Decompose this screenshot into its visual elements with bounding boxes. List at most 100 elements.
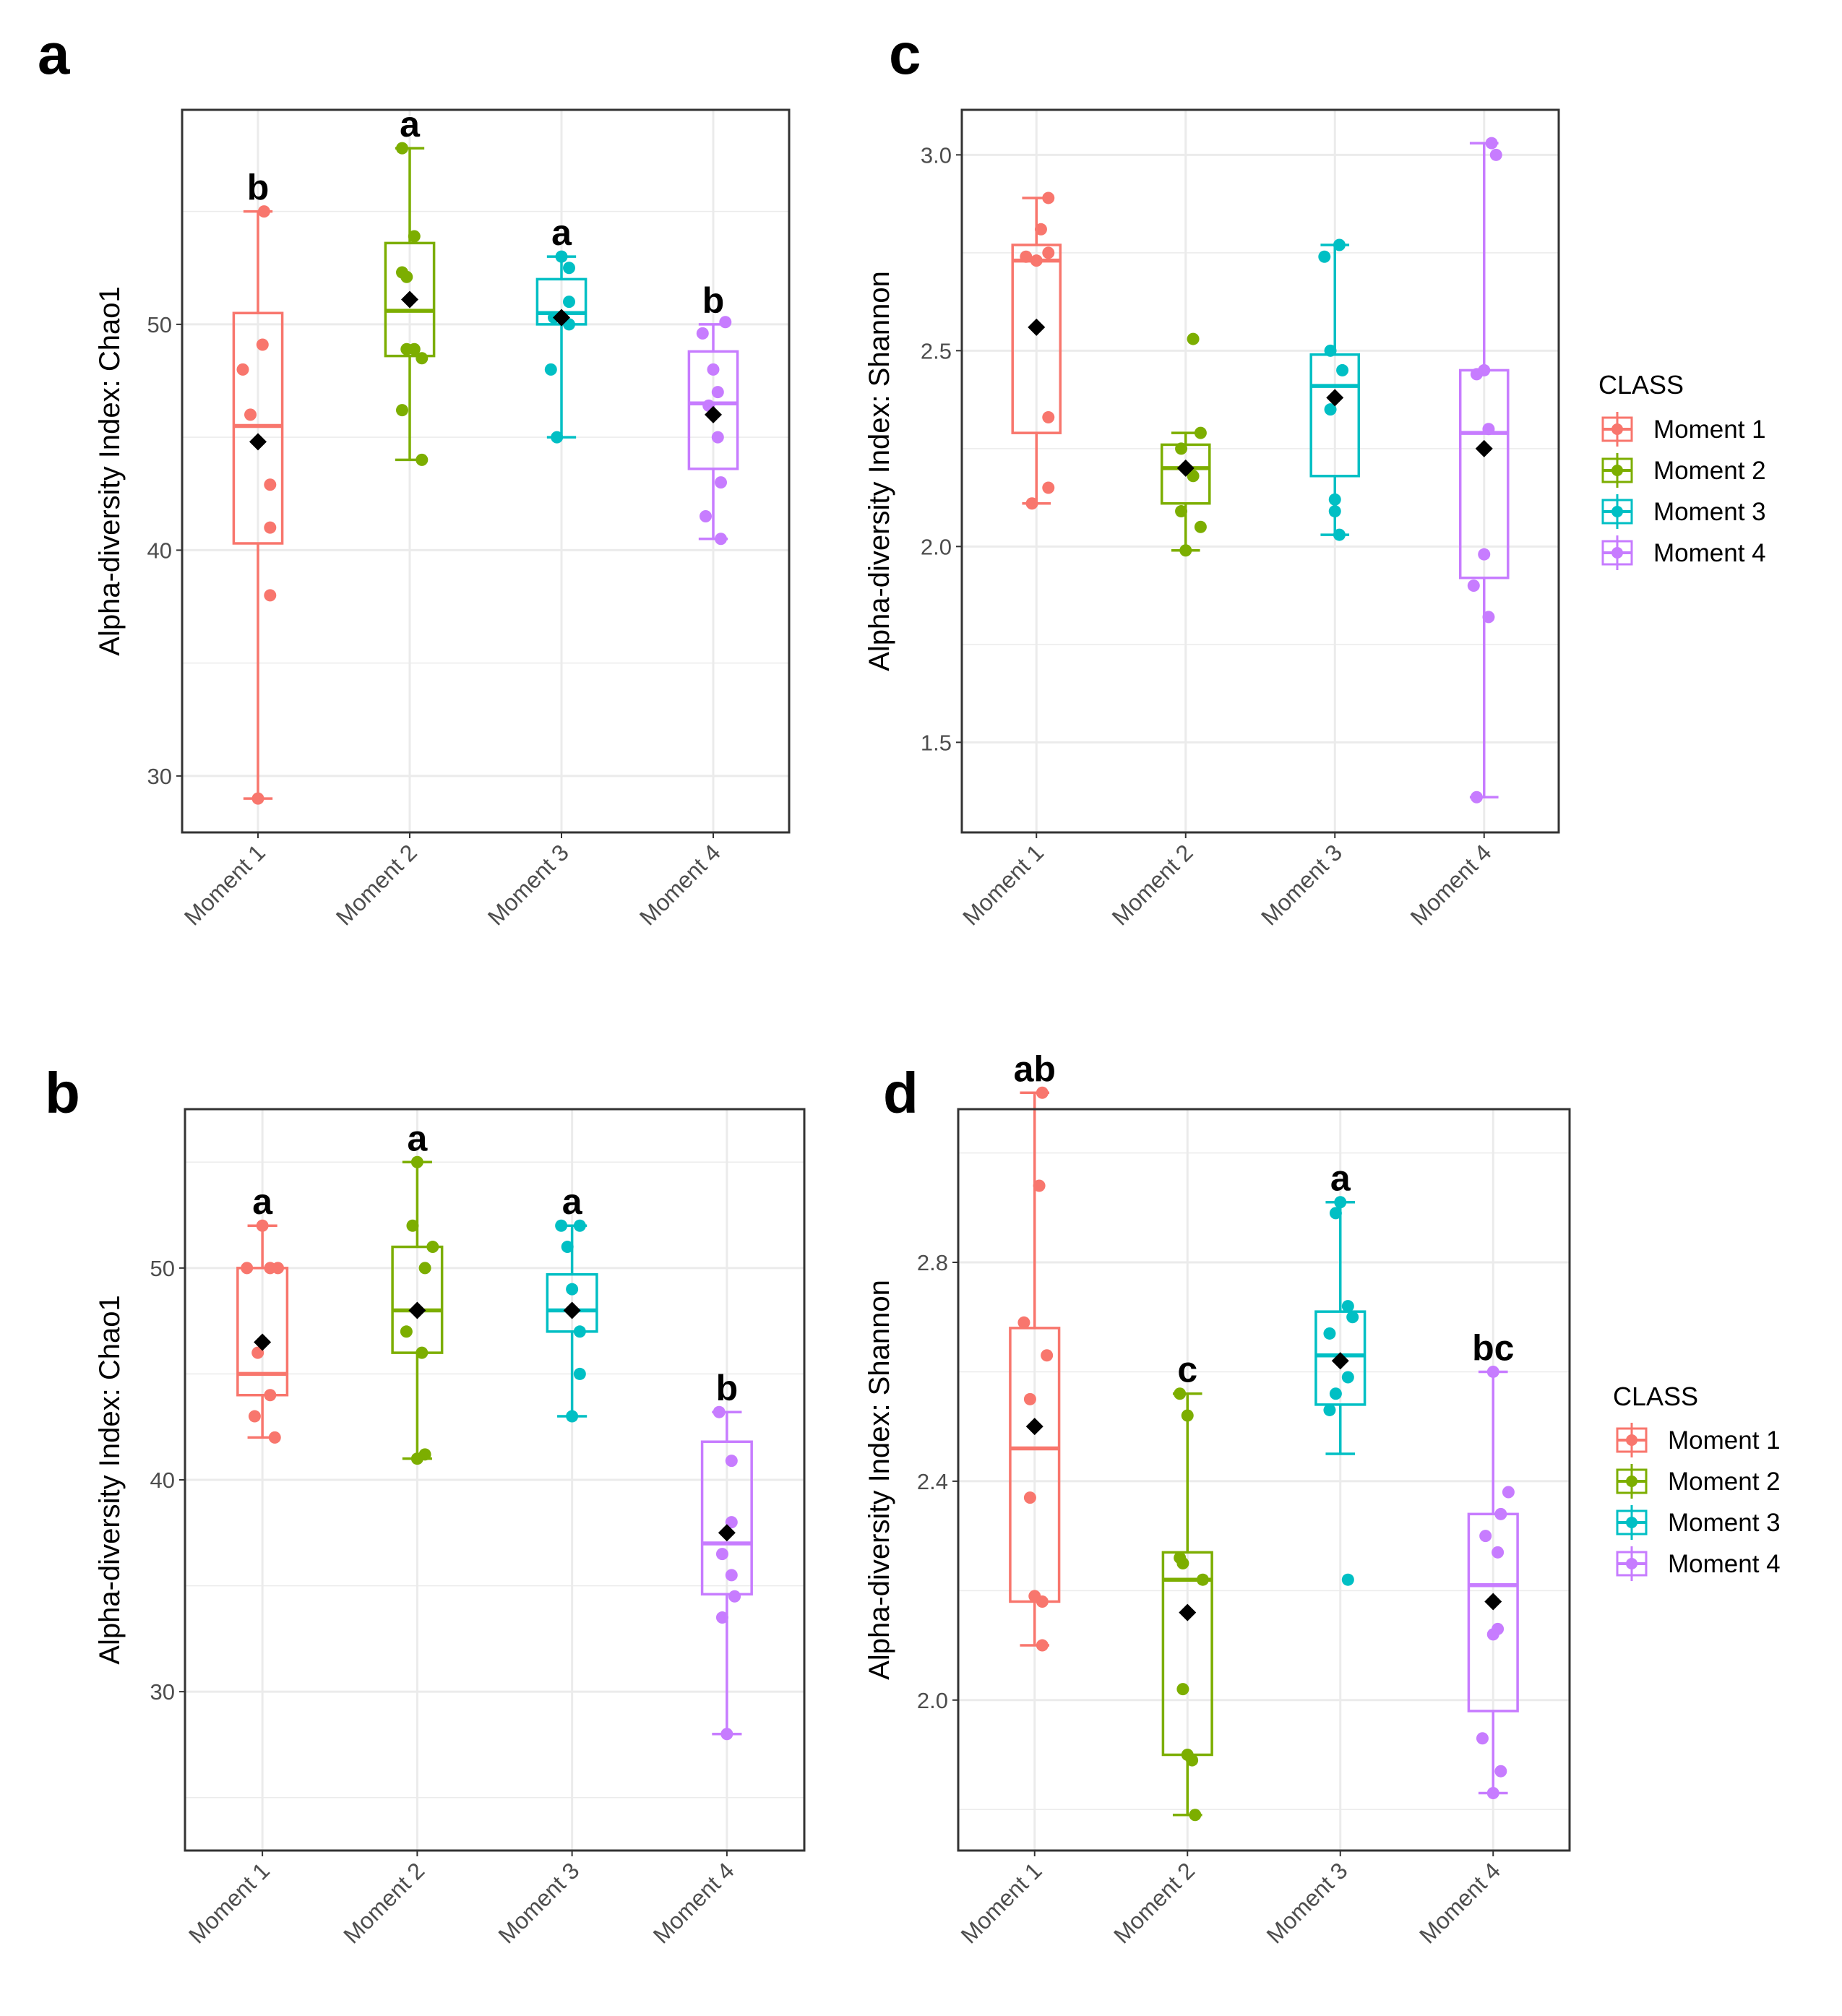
y-axis-label: Alpha-diversity Index: Chao1 [94, 286, 126, 655]
mean-marker [563, 1301, 581, 1319]
data-point [410, 1155, 423, 1168]
y-tick-label: 30 [147, 764, 172, 789]
data-point [1186, 1754, 1199, 1767]
y-tick-label: 3.0 [921, 142, 952, 168]
data-point [1329, 1207, 1342, 1220]
significance-letter: c [1177, 1350, 1197, 1390]
box-moment-3 [1309, 238, 1361, 541]
y-tick-label: 2.0 [921, 534, 952, 559]
data-point [1482, 423, 1495, 436]
mean-marker [408, 1301, 426, 1319]
significance-letter: a [407, 1118, 428, 1158]
legend-label: Moment 2 [1668, 1468, 1781, 1496]
data-point [715, 1548, 728, 1561]
data-point [707, 363, 720, 376]
mean-marker [705, 405, 722, 423]
data-point [1485, 137, 1498, 150]
significance-letter: a [562, 1181, 583, 1222]
legend-entry: Moment 1 [1616, 1423, 1781, 1457]
iqr-box [700, 1440, 753, 1596]
mean-marker [718, 1524, 736, 1542]
data-point [1346, 1311, 1359, 1324]
plot-background [182, 110, 789, 832]
data-point [264, 589, 277, 602]
data-point [1476, 1732, 1489, 1745]
legend-title: CLASS [1598, 370, 1684, 400]
data-point [1328, 505, 1341, 518]
mean-marker [401, 290, 418, 309]
legend-label: Moment 1 [1668, 1426, 1781, 1455]
data-point [725, 1569, 738, 1582]
significance-letter: bc [1472, 1327, 1514, 1368]
mean-marker [553, 309, 570, 327]
data-point [1175, 442, 1188, 455]
legend-label: Moment 1 [1653, 415, 1766, 444]
data-point [1333, 528, 1346, 541]
data-point [416, 352, 429, 365]
legend-label: Moment 4 [1668, 1550, 1781, 1578]
significance-letter: b [716, 1368, 739, 1408]
box-moment-1: b [232, 168, 284, 805]
legend-label: Moment 3 [1668, 1509, 1781, 1537]
data-point [1174, 1387, 1187, 1400]
data-point [251, 792, 264, 805]
legend-entry: Moment 1 [1601, 412, 1766, 447]
legend-title: CLASS [1613, 1382, 1698, 1411]
data-point [400, 270, 413, 283]
panel-letter: c [889, 22, 921, 86]
data-point [416, 453, 429, 466]
data-point [264, 521, 277, 534]
legend-key-point [1626, 1558, 1637, 1569]
legend-label: Moment 2 [1653, 457, 1766, 485]
mean-marker [1331, 1352, 1349, 1370]
data-point [1336, 363, 1349, 376]
legend-bottom: CLASS Moment 1 Moment 2 Moment 3 Moment 4 [1613, 1382, 1781, 1581]
panel-letter: a [38, 22, 70, 86]
data-point [1042, 410, 1055, 423]
mean-marker [1176, 459, 1195, 477]
data-point [563, 296, 575, 309]
data-point [1041, 1349, 1054, 1362]
panel-letter: d [883, 1061, 918, 1125]
data-point [1482, 611, 1495, 624]
y-tick-label: 2.0 [917, 1688, 948, 1713]
data-point [1023, 1392, 1036, 1405]
box-moment-4 [1458, 137, 1510, 804]
y-tick-label: 2.5 [921, 338, 952, 363]
box-moment-3: a [546, 1181, 598, 1423]
data-point [418, 1448, 431, 1461]
data-point [1492, 1546, 1505, 1559]
y-axis-label: Alpha-diversity Index: Chao1 [94, 1295, 126, 1664]
legend-label: Moment 4 [1653, 539, 1766, 567]
data-point [573, 1325, 586, 1338]
data-point [1467, 580, 1480, 593]
iqr-box [1467, 1512, 1519, 1713]
data-point [696, 327, 709, 340]
data-point [1324, 344, 1337, 357]
data-point [416, 1346, 429, 1359]
data-point [1494, 1507, 1507, 1520]
mean-marker [254, 1333, 272, 1351]
data-point [418, 1262, 431, 1275]
data-point [1341, 1300, 1354, 1313]
data-point [1042, 246, 1055, 259]
data-point [400, 1325, 413, 1338]
box-moment-2 [1160, 332, 1211, 557]
data-point [257, 205, 270, 218]
data-point [713, 1405, 726, 1418]
panel-letter: b [45, 1061, 80, 1125]
legend-entry: Moment 4 [1601, 535, 1766, 570]
legend-label: Moment 3 [1653, 498, 1766, 526]
y-tick-label: 1.5 [921, 730, 952, 755]
box-moment-2: c [1161, 1350, 1213, 1822]
y-tick-label: 40 [150, 1468, 175, 1493]
iqr-box [232, 311, 284, 545]
data-point [256, 1219, 269, 1232]
data-point [251, 1346, 264, 1359]
data-point [719, 316, 732, 329]
box-moment-1: a [236, 1181, 289, 1444]
y-tick-label: 2.8 [917, 1250, 948, 1275]
legend-key-point [1611, 423, 1623, 435]
